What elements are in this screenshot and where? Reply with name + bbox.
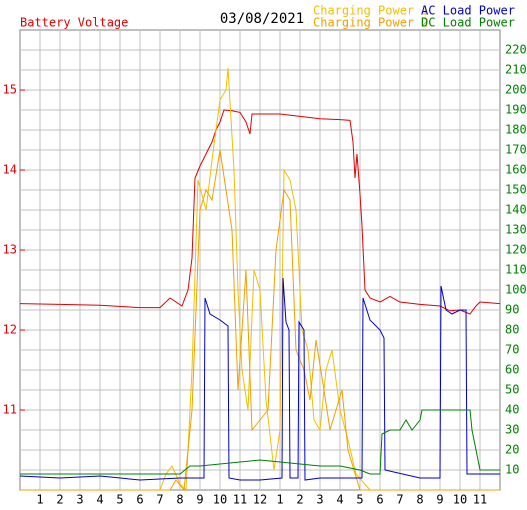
x-tick-label: 3 bbox=[76, 493, 83, 507]
y2-tick-label: 110 bbox=[505, 263, 527, 277]
x-tick-label: 6 bbox=[376, 493, 383, 507]
y2-tick-label: 180 bbox=[505, 123, 527, 137]
series-line bbox=[20, 409, 500, 475]
y-tick-label: 11 bbox=[3, 403, 17, 417]
y2-tick-label: 50 bbox=[505, 383, 519, 397]
y2-tick-label: 90 bbox=[505, 303, 519, 317]
y2-tick-label: 190 bbox=[505, 103, 527, 117]
y2-tick-label: 20 bbox=[505, 443, 519, 457]
y2-tick-label: 220 bbox=[505, 43, 527, 57]
series-line bbox=[20, 67, 500, 492]
y2-tick-label: 10 bbox=[505, 463, 519, 477]
series-line bbox=[19, 109, 501, 315]
y2-tick-label: 40 bbox=[505, 403, 519, 417]
y2-tick-label: 100 bbox=[505, 283, 527, 297]
y2-tick-label: 30 bbox=[505, 423, 519, 437]
y2-tick-label: 150 bbox=[505, 183, 527, 197]
y2-tick-label: 170 bbox=[505, 143, 527, 157]
x-tick-label: 9 bbox=[436, 493, 443, 507]
y2-tick-label: 70 bbox=[505, 343, 519, 357]
legend-entry: Charging Power 2 bbox=[313, 16, 429, 30]
x-tick-label: 4 bbox=[336, 493, 343, 507]
y2-tick-label: 60 bbox=[505, 363, 519, 377]
y2-tick-label: 160 bbox=[505, 163, 527, 177]
x-tick-label: 5 bbox=[116, 493, 123, 507]
legend-entry: DC Load Power bbox=[421, 16, 515, 30]
x-tick-label: 11 bbox=[233, 493, 247, 507]
x-tick-label: 5 bbox=[356, 493, 363, 507]
x-tick-label: 9 bbox=[196, 493, 203, 507]
legend-entry: AC Load Power bbox=[421, 4, 515, 18]
x-tick-label: 10 bbox=[453, 493, 467, 507]
series-line bbox=[19, 277, 500, 481]
x-tick-label: 3 bbox=[316, 493, 323, 507]
y-tick-label: 14 bbox=[3, 163, 17, 177]
x-tick-label: 10 bbox=[213, 493, 227, 507]
y2-tick-label: 80 bbox=[505, 323, 519, 337]
x-tick-label: 7 bbox=[156, 493, 163, 507]
x-tick-label: 8 bbox=[416, 493, 423, 507]
x-tick-label: 2 bbox=[56, 493, 63, 507]
x-tick-label: 1 bbox=[276, 493, 283, 507]
y2-tick-label: 120 bbox=[505, 243, 527, 257]
series-line bbox=[20, 149, 500, 492]
y-tick-label: 13 bbox=[3, 243, 17, 257]
x-tick-label: 4 bbox=[96, 493, 103, 507]
chart-title: 03/08/2021 bbox=[220, 11, 304, 27]
x-tick-label: 11 bbox=[473, 493, 487, 507]
y2-tick-label: 140 bbox=[505, 203, 527, 217]
x-tick-label: 1 bbox=[36, 493, 43, 507]
y2-tick-label: 200 bbox=[505, 83, 527, 97]
x-tick-label: 7 bbox=[396, 493, 403, 507]
x-tick-label: 8 bbox=[176, 493, 183, 507]
legend-entry: Battery Voltage bbox=[20, 16, 128, 30]
y-tick-label: 15 bbox=[3, 83, 17, 97]
x-tick-label: 6 bbox=[136, 493, 143, 507]
x-tick-label: 2 bbox=[296, 493, 303, 507]
y2-tick-label: 130 bbox=[505, 223, 527, 237]
legend-entry: Charging Power 1 bbox=[313, 4, 429, 18]
x-tick-label: 12 bbox=[253, 493, 267, 507]
y2-tick-label: 210 bbox=[505, 63, 527, 77]
y-tick-label: 12 bbox=[3, 323, 17, 337]
